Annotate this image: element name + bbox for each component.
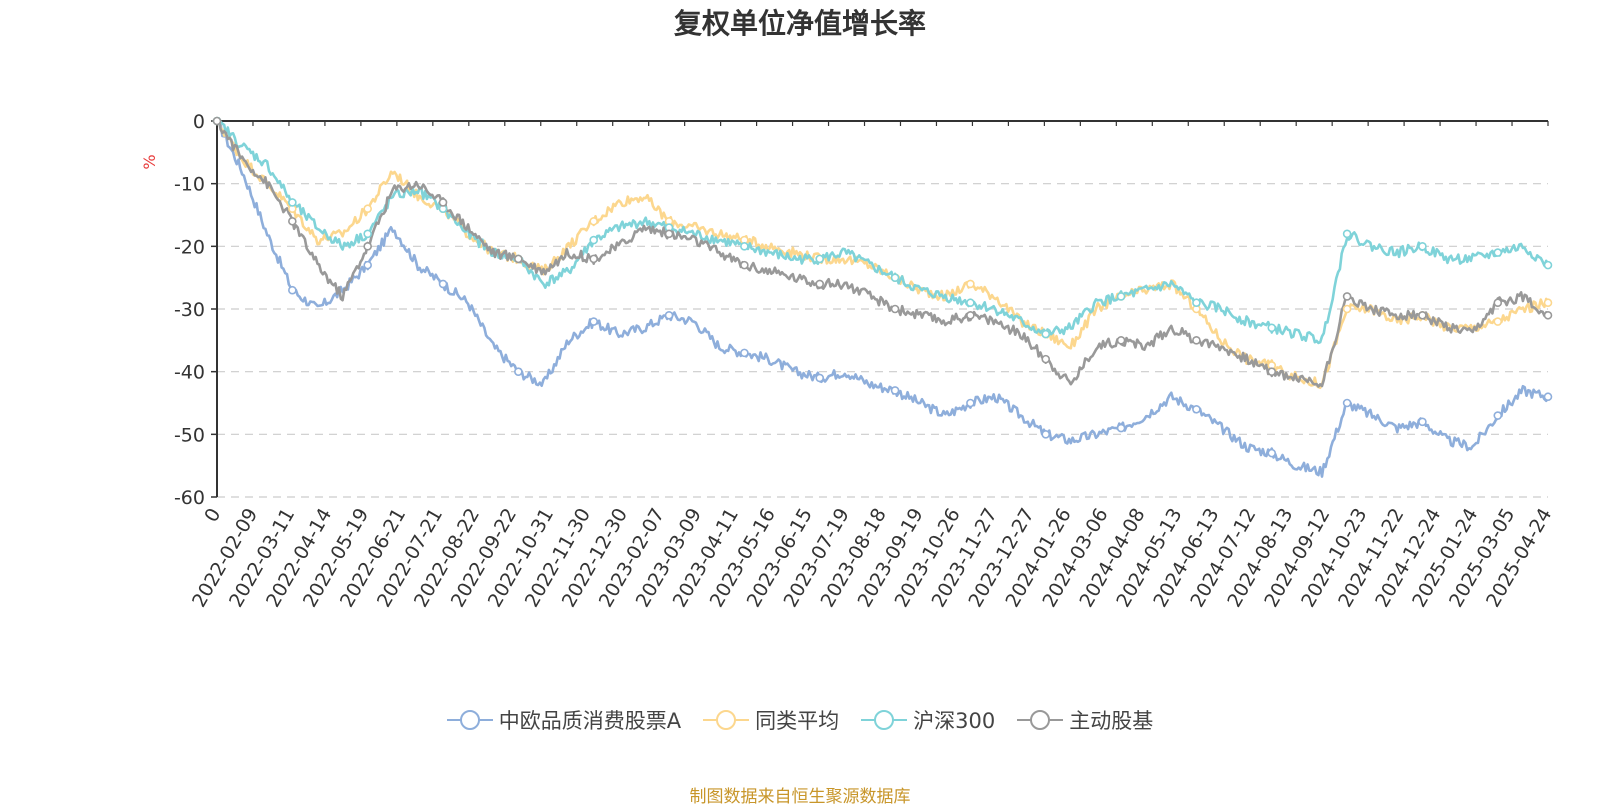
series-lines bbox=[215, 117, 1550, 478]
y-tick-label: 0 bbox=[193, 111, 205, 133]
tick-labels: 0-10-20-30-40-50-60%02022-02-092022-03-1… bbox=[140, 111, 1556, 611]
series-2-point bbox=[288, 198, 297, 207]
series-line-3 bbox=[216, 117, 1550, 388]
series-1-point bbox=[589, 216, 598, 226]
series-1-point bbox=[966, 279, 975, 289]
legend-item[interactable]: 同类平均 bbox=[703, 705, 839, 735]
series-line-2 bbox=[215, 117, 1550, 345]
x-tick-label: 0 bbox=[200, 505, 225, 526]
series-3-point bbox=[1493, 298, 1503, 308]
y-tick-label: -60 bbox=[174, 487, 205, 509]
series-2-point bbox=[1116, 292, 1126, 301]
series-0-point bbox=[1543, 392, 1553, 402]
y-tick-label: -50 bbox=[174, 424, 205, 446]
series-line-0 bbox=[216, 119, 1550, 478]
series-2-point bbox=[1493, 248, 1503, 257]
legend-item[interactable]: 中欧品质消费股票A bbox=[446, 705, 682, 735]
series-3-point bbox=[890, 304, 900, 314]
series-1-point bbox=[1543, 298, 1553, 308]
chart-title: 复权单位净值增长率 bbox=[673, 7, 926, 40]
y-axis-label: % bbox=[140, 154, 159, 169]
legend: 中欧品质消费股票A 同类平均 沪深300 主动股基 bbox=[0, 705, 1600, 735]
series-markers bbox=[212, 116, 1553, 458]
series-0-point bbox=[1192, 404, 1201, 414]
series-3-point bbox=[212, 116, 222, 126]
legend-line-circle-icon bbox=[861, 710, 908, 730]
series-2-point bbox=[1041, 329, 1051, 339]
series-0-point bbox=[1267, 448, 1277, 458]
legend-item[interactable]: 沪深300 bbox=[861, 705, 995, 735]
series-3-point bbox=[966, 310, 975, 320]
legend-item[interactable]: 主动股基 bbox=[1017, 705, 1153, 735]
source-note: 制图数据来自恒生聚源数据库 bbox=[689, 787, 911, 807]
series-1-point bbox=[363, 204, 372, 214]
series-2-point bbox=[1192, 298, 1201, 308]
series-0-point bbox=[438, 279, 448, 289]
series-3-point bbox=[1041, 354, 1051, 364]
series-3-point bbox=[288, 216, 297, 226]
series-0-point bbox=[288, 285, 297, 295]
series-3-point bbox=[589, 254, 598, 264]
legend-label: 主动股基 bbox=[1069, 709, 1154, 733]
line-chart: 0-10-20-30-40-50-60%02022-02-092022-03-1… bbox=[140, 111, 1556, 611]
series-0-point bbox=[740, 348, 749, 358]
series-0-point bbox=[589, 317, 598, 326]
series-3-point bbox=[514, 254, 523, 264]
series-0-point bbox=[1342, 398, 1352, 408]
y-tick-label: -10 bbox=[174, 174, 205, 196]
series-2-point bbox=[1267, 323, 1277, 333]
series-2-point bbox=[966, 298, 975, 308]
legend-line-circle-icon bbox=[446, 710, 493, 730]
series-3-point bbox=[363, 242, 372, 251]
legend-label: 中欧品质消费股票A bbox=[498, 709, 682, 733]
legend-line-circle-icon bbox=[703, 710, 750, 730]
series-0-point bbox=[363, 260, 372, 270]
series-3-point bbox=[664, 229, 674, 239]
axes bbox=[211, 120, 1549, 498]
series-2-point bbox=[589, 235, 598, 245]
series-3-point bbox=[1192, 336, 1201, 345]
series-0-point bbox=[1041, 430, 1051, 439]
series-line-1 bbox=[216, 118, 1550, 390]
series-2-point bbox=[890, 273, 900, 282]
series-3-point bbox=[1267, 367, 1277, 376]
series-0-point bbox=[1418, 417, 1427, 427]
series-2-point bbox=[1342, 229, 1352, 239]
series-3-point bbox=[1418, 310, 1427, 320]
series-0-point bbox=[1493, 411, 1503, 420]
series-2-point bbox=[363, 229, 372, 239]
series-3-point bbox=[1543, 310, 1553, 320]
series-3-point bbox=[438, 198, 448, 207]
series-3-point bbox=[1342, 292, 1352, 301]
series-0-point bbox=[1116, 423, 1126, 433]
legend-label: 沪深300 bbox=[913, 709, 996, 733]
legend-label: 同类平均 bbox=[755, 709, 840, 733]
series-1-point bbox=[1342, 304, 1352, 314]
series-0-point bbox=[966, 398, 975, 408]
series-0-point bbox=[664, 310, 674, 320]
series-0-point bbox=[890, 386, 900, 395]
series-3-point bbox=[740, 260, 749, 270]
series-2-point bbox=[1418, 242, 1427, 251]
series-2-point bbox=[1543, 260, 1553, 270]
y-tick-label: -30 bbox=[174, 299, 205, 321]
series-1-point bbox=[1493, 317, 1503, 326]
series-2-point bbox=[815, 254, 825, 264]
series-0-point bbox=[514, 367, 523, 376]
series-3-point bbox=[1116, 336, 1126, 345]
series-2-point bbox=[740, 242, 749, 251]
legend-line-circle-icon bbox=[1017, 710, 1064, 730]
series-3-point bbox=[815, 279, 825, 289]
series-0-point bbox=[815, 373, 825, 383]
y-tick-label: -20 bbox=[174, 236, 205, 258]
y-tick-label: -40 bbox=[174, 362, 205, 384]
